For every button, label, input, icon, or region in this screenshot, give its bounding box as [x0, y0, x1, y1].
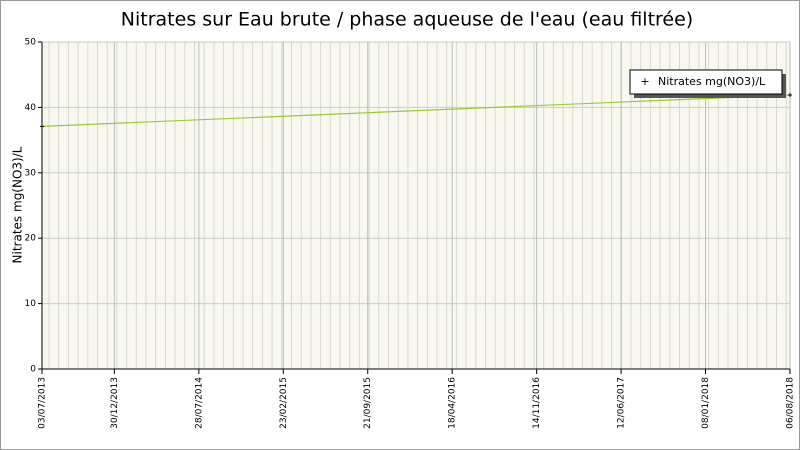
- y-tick-label: 40: [25, 103, 37, 113]
- y-tick-label: 0: [30, 365, 36, 375]
- x-tick-label: 08/01/2018: [701, 377, 711, 429]
- chart-title: Nitrates sur Eau brute / phase aqueuse d…: [121, 9, 693, 31]
- x-tick-label: 30/12/2013: [110, 377, 120, 429]
- x-tick-label: 12/06/2017: [617, 377, 627, 429]
- x-tick-label: 28/07/2014: [194, 377, 204, 429]
- x-tick-label: 06/08/2018: [786, 377, 796, 429]
- data-line: [41, 94, 791, 127]
- legend-label: Nitrates mg(NO3)/L: [658, 75, 766, 88]
- x-tick-label: 18/04/2016: [448, 377, 458, 429]
- y-tick-label: 30: [25, 168, 37, 178]
- x-tick-label: 03/07/2013: [38, 377, 48, 429]
- y-tick-label: 10: [25, 299, 37, 309]
- x-tick-label: 21/09/2015: [363, 377, 373, 429]
- data-point: [788, 92, 792, 97]
- x-tick-label: 14/11/2016: [532, 377, 542, 429]
- y-tick-label: 20: [25, 234, 37, 244]
- legend-box: [629, 69, 783, 95]
- y-axis-label: Nitrates mg(NO3)/L: [11, 146, 25, 263]
- legend-marker: +: [640, 75, 649, 88]
- x-tick-label: 23/02/2015: [279, 377, 289, 429]
- y-tick-label: 50: [25, 38, 37, 48]
